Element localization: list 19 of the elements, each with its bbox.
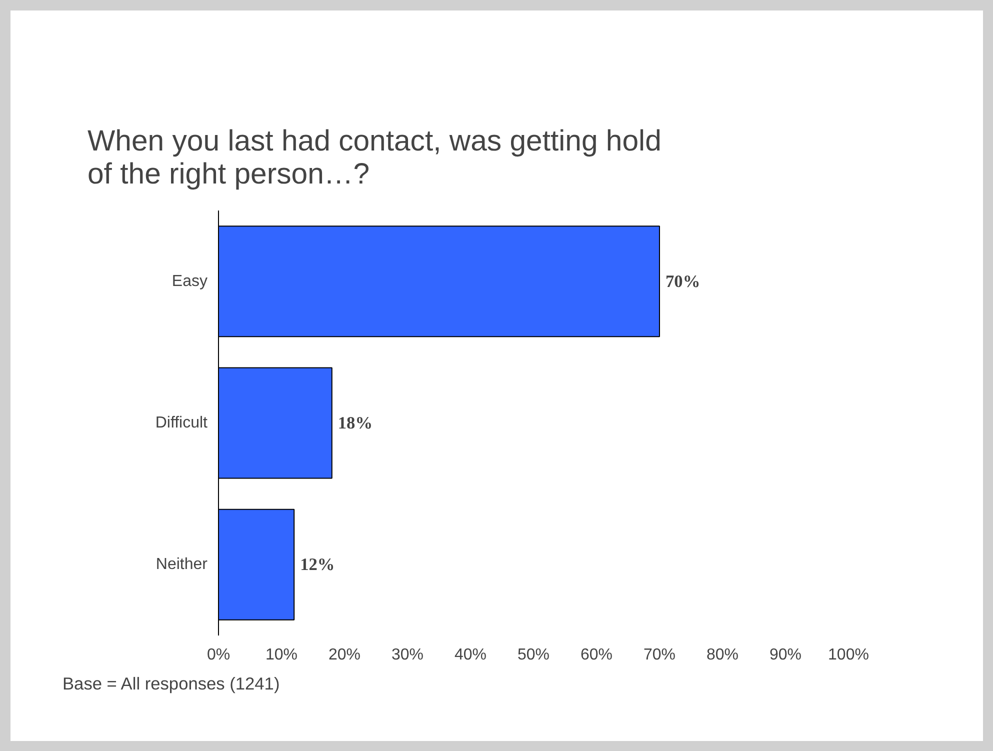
x-tick-label: 100% bbox=[828, 646, 869, 664]
x-tick-label: 20% bbox=[328, 646, 361, 664]
y-tick-label: Easy bbox=[172, 272, 208, 290]
y-tick-label: Neither bbox=[156, 556, 208, 574]
y-tick-label: Difficult bbox=[155, 414, 208, 432]
x-tick-label: 30% bbox=[391, 646, 424, 664]
x-tick-label: 60% bbox=[580, 646, 613, 664]
data-label: 12% bbox=[300, 555, 335, 574]
chart-title: When you last had contact, was getting hold of the right person…? bbox=[88, 124, 662, 190]
x-tick-label: 0% bbox=[206, 646, 230, 664]
x-tick-label: 50% bbox=[517, 646, 550, 664]
x-tick-label: 10% bbox=[265, 646, 298, 664]
x-tick-label: 80% bbox=[706, 646, 739, 664]
text: Base = All responses (1241) bbox=[62, 674, 280, 694]
data-label: 70% bbox=[666, 272, 700, 291]
x-tick-label: 90% bbox=[769, 646, 802, 664]
x-tick-label: 40% bbox=[454, 646, 487, 664]
data-label: 18% bbox=[338, 414, 373, 432]
x-tick-label: 70% bbox=[643, 646, 676, 664]
